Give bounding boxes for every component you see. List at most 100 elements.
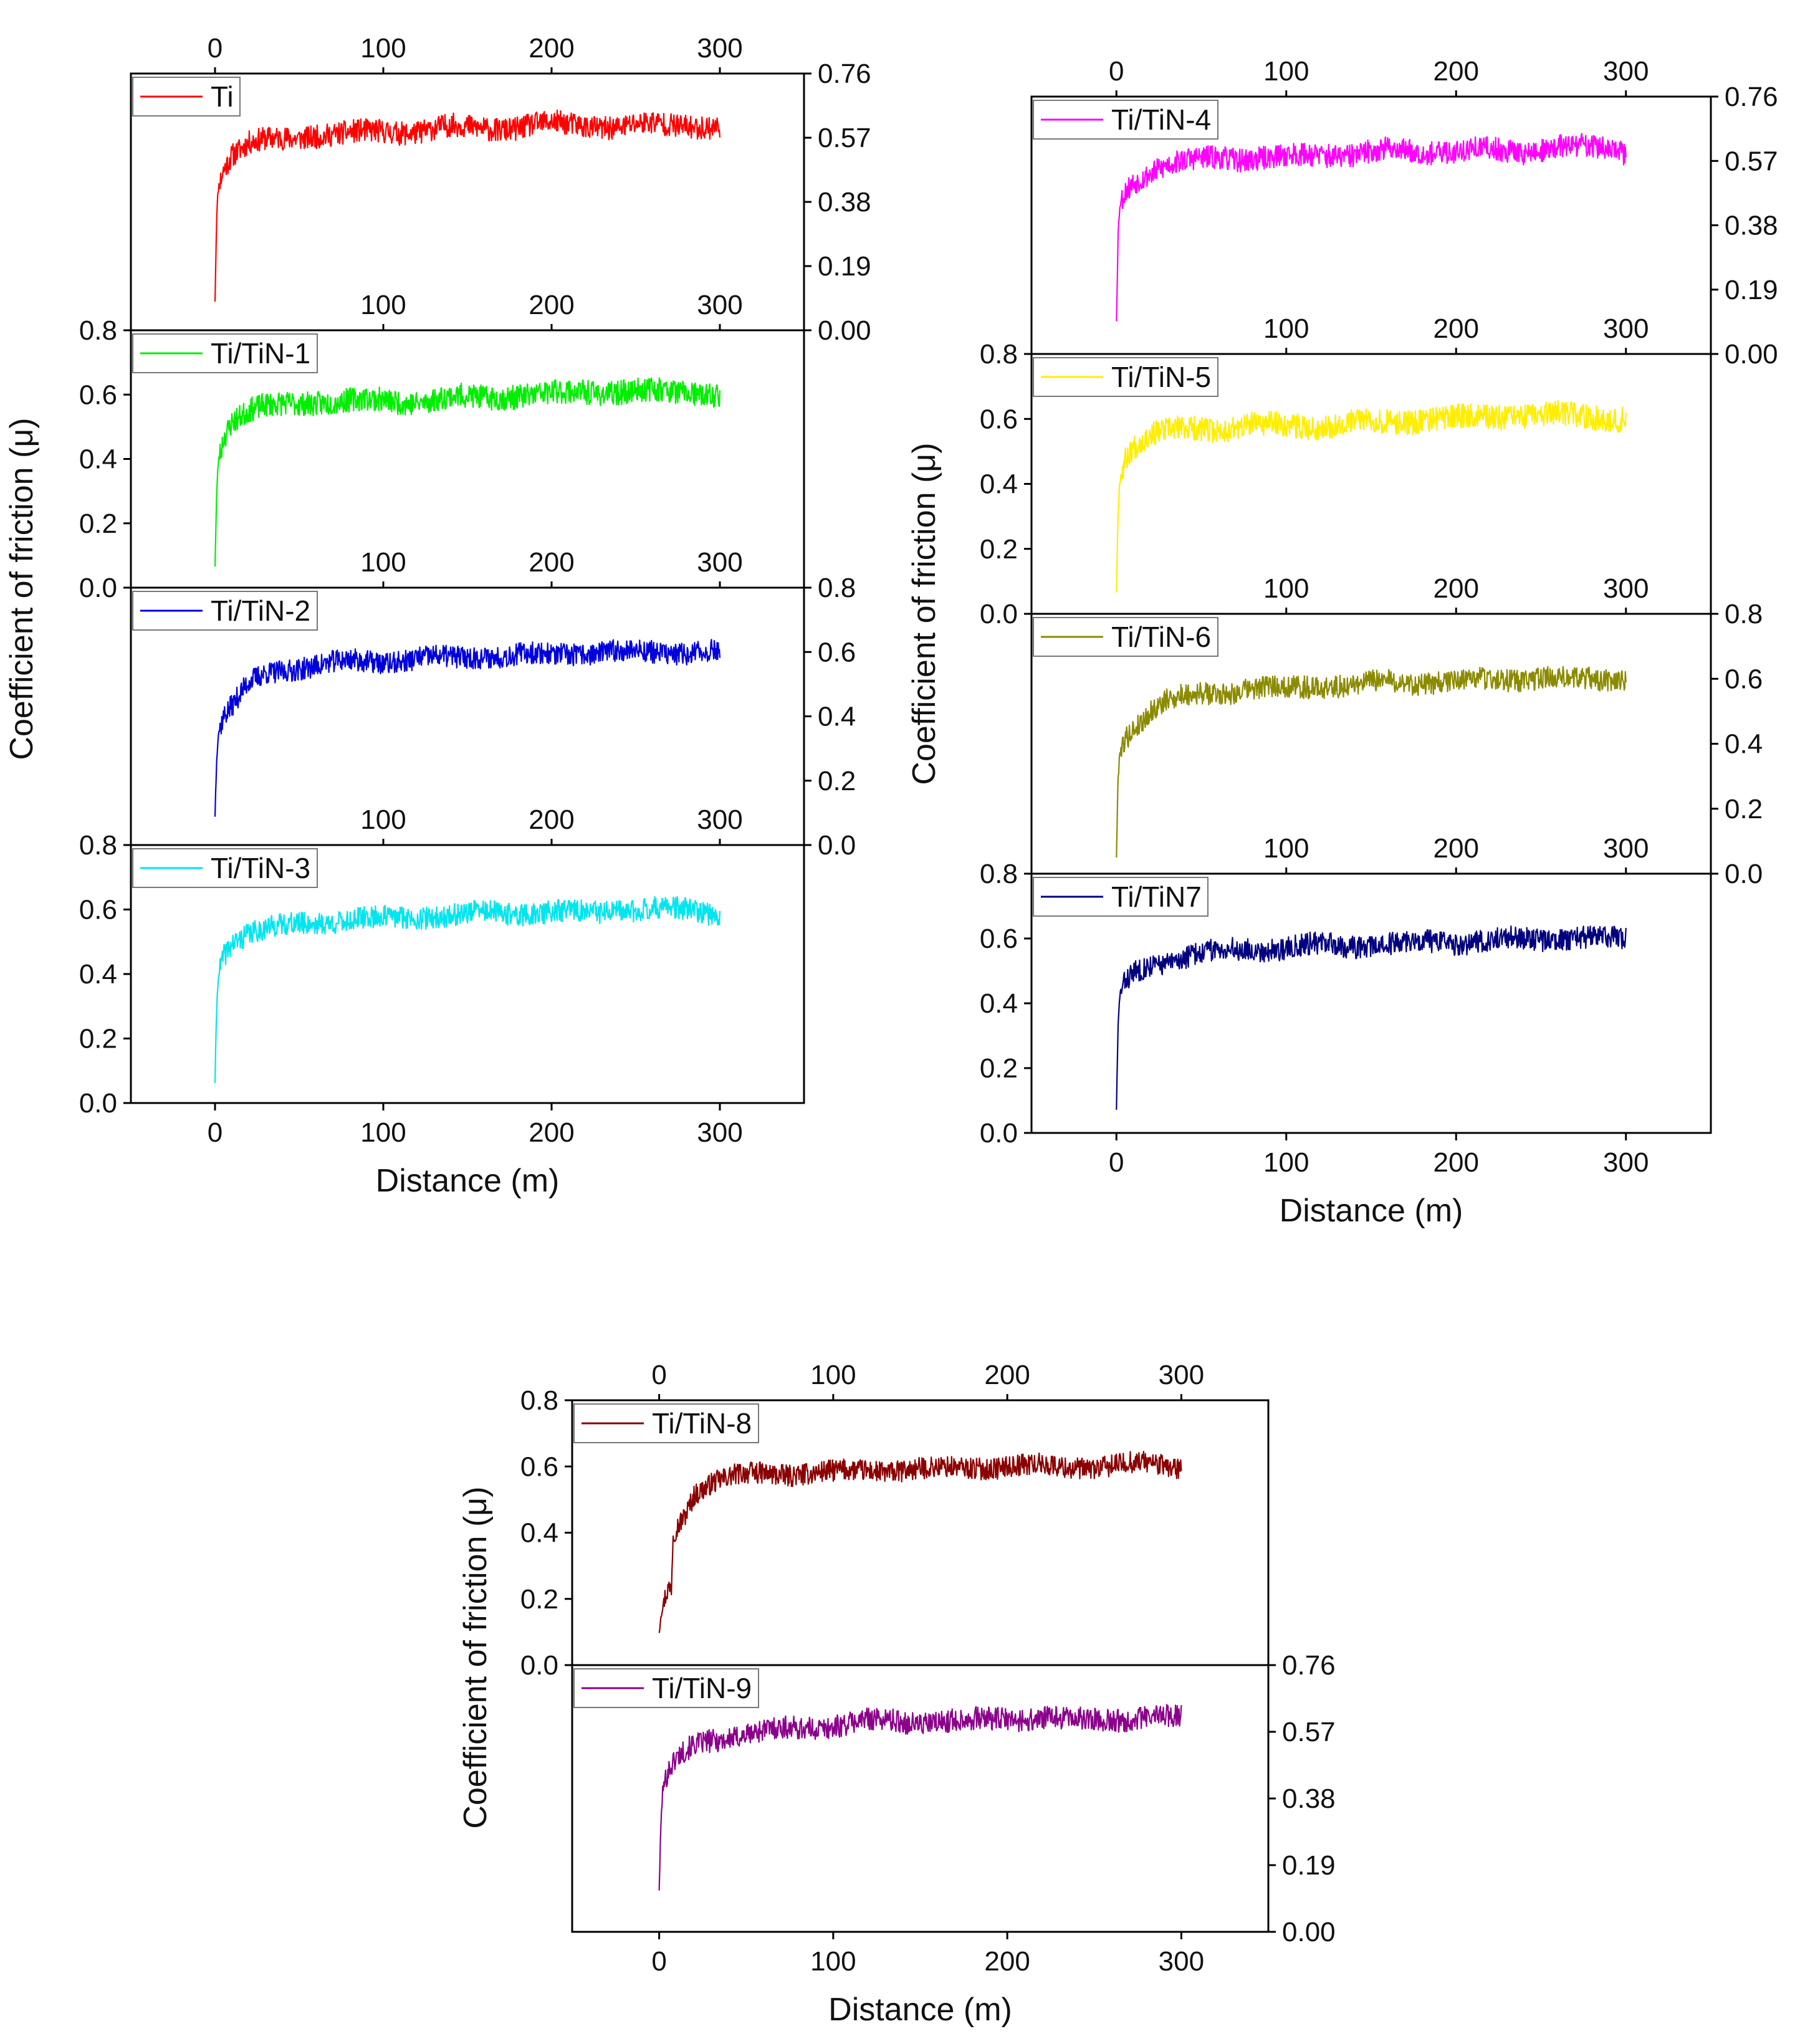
y-tick-label: 0.4	[1725, 729, 1763, 760]
legend-label: Ti/TiN-6	[1111, 621, 1211, 653]
legend-label: Ti	[211, 80, 234, 113]
y-tick-label: 0.38	[818, 187, 871, 217]
y-tick-label: 0.8	[980, 339, 1018, 370]
x-tick-label: 300	[1603, 1147, 1649, 1178]
y-tick-label: 0.76	[1725, 82, 1778, 112]
x-tick-label: 100	[360, 1117, 406, 1148]
y-tick-label: 0.2	[980, 1053, 1018, 1084]
top-x-tick-label: 0	[208, 33, 223, 64]
x-tick-label: 200	[1434, 1147, 1479, 1178]
y-tick-label: 0.0	[980, 1118, 1018, 1149]
legend-label: Ti/TiN-1	[211, 337, 310, 370]
top-x-tick-label: 300	[1603, 56, 1649, 87]
series-line-ti-tin-2	[214, 639, 721, 817]
top-x-tick-label: 300	[1159, 1360, 1204, 1390]
series-line-ti-tin-6	[1116, 666, 1627, 858]
top-x-tick-label: 200	[1434, 573, 1479, 604]
y-tick-label: 0.00	[1725, 339, 1778, 370]
y-tick-label: 0.6	[79, 895, 117, 925]
top-x-tick-label: 200	[529, 805, 574, 835]
y-tick-label: 0.2	[980, 534, 1018, 565]
panel-ti-tin-5: 0.0 0.2 0.4 0.6 0.8 100 200 300 Ti/TiN-5	[980, 313, 1712, 629]
top-x-tick-label: 300	[697, 547, 742, 578]
y-tick-label: 0.8	[980, 859, 1018, 889]
bottom-stack: 0.0 0.2 0.4 0.6 0.8 0 100 200 300 Ti/TiN-8 0.00 0.1…	[457, 1360, 1336, 2028]
series-line-ti-tin-7	[1116, 925, 1627, 1110]
series-line-ti	[214, 109, 721, 302]
y-tick-label: 0.8	[79, 830, 117, 861]
top-x-tick-label: 200	[529, 290, 574, 320]
top-x-tick-label: 200	[529, 547, 574, 578]
y-tick-label: 0.2	[520, 1584, 558, 1615]
y-tick-label: 0.2	[1725, 794, 1763, 824]
y-axis-title: Coefficient of friction (μ)	[457, 1486, 494, 1828]
top-x-tick-label: 200	[984, 1360, 1030, 1390]
top-x-tick-label: 100	[1263, 56, 1309, 87]
x-tick-label: 0	[1109, 1147, 1124, 1178]
top-x-tick-label: 300	[1603, 833, 1649, 864]
y-tick-label: 0.57	[1725, 146, 1778, 176]
x-tick-label: 300	[1159, 1946, 1204, 1977]
x-tick-label: 100	[1263, 1147, 1309, 1178]
y-tick-label: 0.6	[818, 637, 856, 667]
x-tick-label: 300	[697, 1117, 742, 1148]
x-axis-title: Distance (m)	[1280, 1193, 1463, 1229]
top-x-tick-label: 100	[1263, 313, 1309, 344]
y-tick-label: 0.4	[818, 702, 856, 732]
legend-label: Ti/TiN-8	[652, 1407, 752, 1440]
y-tick-label: 0.8	[1725, 599, 1763, 629]
y-tick-label: 0.2	[818, 766, 856, 796]
y-tick-label: 0.19	[818, 251, 871, 282]
y-tick-label: 0.8	[79, 315, 117, 346]
legend-box	[573, 1403, 759, 1443]
top-x-tick-label: 300	[1603, 573, 1649, 604]
y-tick-label: 0.4	[79, 444, 117, 475]
legend-label: Ti/TiN-9	[652, 1672, 752, 1704]
top-x-tick-label: 100	[360, 290, 406, 320]
y-tick-label: 0.00	[1282, 1917, 1336, 1947]
y-tick-label: 0.4	[980, 469, 1018, 500]
series-line-ti-tin-8	[658, 1451, 1182, 1633]
x-axis-title: Distance (m)	[828, 1992, 1012, 2028]
top-x-tick-label: 300	[697, 805, 742, 835]
panel-ti-tin-6: 0.0 0.2 0.4 0.6 0.8 100 200 300 Ti/TiN-6	[1030, 573, 1763, 889]
top-x-tick-label: 300	[1603, 313, 1649, 344]
y-tick-label: 0.8	[818, 573, 856, 603]
x-tick-label: 0	[208, 1117, 223, 1148]
top-x-tick-label: 200	[1434, 313, 1479, 344]
top-x-tick-label: 300	[697, 33, 742, 64]
y-tick-label: 0.4	[980, 988, 1018, 1019]
legend-label: Ti/TiN-3	[211, 852, 310, 884]
top-x-tick-label: 100	[1263, 833, 1309, 864]
y-tick-label: 0.0	[818, 830, 856, 861]
top-x-tick-label: 100	[360, 547, 406, 578]
top-x-tick-label: 100	[360, 33, 406, 64]
series-line-ti-tin-3	[214, 895, 721, 1084]
panel-ti-tin-7: 0.0 0.2 0.4 0.6 0.8 100 200 300 Ti/TiN7	[980, 833, 1712, 1149]
y-tick-label: 0.57	[1282, 1717, 1336, 1747]
y-axis-title: Coefficient of friction (μ)	[4, 418, 40, 760]
y-tick-label: 0.6	[520, 1451, 558, 1482]
panel-ti-tin-2: 0.0 0.2 0.4 0.6 0.8 100 200 300 Ti/TiN-2	[130, 547, 856, 861]
panel-ti-tin-8: 0.0 0.2 0.4 0.6 0.8 0 100 200 300 Ti/TiN-8	[520, 1360, 1270, 1681]
x-tick-label: 100	[810, 1946, 856, 1977]
left-stack: 0.000.190.380.570.760 100 200 300Ti0.00.20.…	[4, 33, 871, 1199]
y-tick-label: 0.4	[520, 1518, 558, 1549]
right-stack: 0.000.190.380.570.760 100 200 300Ti/TiN-40.…	[906, 56, 1778, 1229]
y-tick-label: 0.0	[520, 1650, 558, 1681]
x-axis-title: Distance (m)	[376, 1163, 560, 1199]
panel-ti: 0.00 0.19 0.38 0.57 0.76 0 100 200 300 Ti	[130, 33, 871, 346]
top-x-tick-label: 300	[697, 290, 742, 320]
legend-label: Ti/TiN-5	[1111, 361, 1211, 393]
y-tick-label: 0.19	[1725, 275, 1778, 305]
panel-ti-tin-1: 0.0 0.2 0.4 0.6 0.8 100 200 300 Ti/TiN-1	[79, 290, 805, 603]
top-x-tick-label: 0	[1109, 56, 1124, 87]
panel-ti-tin-3: 0.0 0.2 0.4 0.6 0.8 100 200 300 Ti/TiN-3	[79, 805, 805, 1119]
panel-ti-tin-9: 0.00 0.19 0.38 0.57 0.76 Ti/TiN-9	[571, 1650, 1336, 1947]
legend-label: Ti/TiN-2	[211, 595, 310, 627]
series-line-ti-tin-1	[214, 377, 721, 567]
y-tick-label: 0.38	[1282, 1784, 1336, 1814]
legend-label: Ti/TiN-4	[1111, 103, 1211, 136]
y-tick-label: 0.0	[980, 599, 1018, 629]
